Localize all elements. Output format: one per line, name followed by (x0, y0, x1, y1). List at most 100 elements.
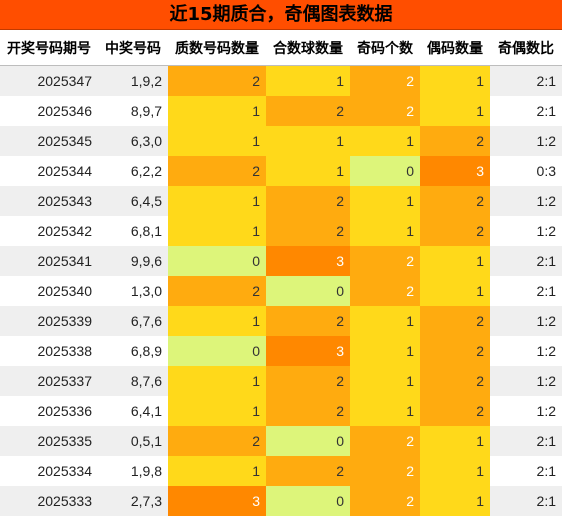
composite-count-cell: 2 (266, 216, 350, 246)
header-even-count: 偶码数量 (420, 30, 490, 66)
table-row: 2025341 9,9,6 0 3 2 1 2:1 (0, 246, 562, 276)
composite-count-cell: 2 (266, 396, 350, 426)
composite-count-cell: 0 (266, 276, 350, 306)
composite-count-cell: 3 (266, 246, 350, 276)
ratio-cell: 2:1 (490, 65, 562, 96)
odd-count-cell: 2 (350, 456, 420, 486)
numbers-cell: 1,9,2 (98, 65, 168, 96)
prime-count-cell: 1 (168, 306, 266, 336)
even-count-cell: 1 (420, 65, 490, 96)
ratio-cell: 1:2 (490, 336, 562, 366)
ratio-cell: 1:2 (490, 396, 562, 426)
composite-count-cell: 0 (266, 426, 350, 456)
ratio-cell: 0:3 (490, 156, 562, 186)
odd-count-cell: 1 (350, 336, 420, 366)
numbers-cell: 8,7,6 (98, 366, 168, 396)
table-row: 2025345 6,3,0 1 1 1 2 1:2 (0, 126, 562, 156)
prime-count-cell: 1 (168, 126, 266, 156)
table-row: 2025342 6,8,1 1 2 1 2 1:2 (0, 216, 562, 246)
ratio-cell: 2:1 (490, 426, 562, 456)
odd-count-cell: 2 (350, 96, 420, 126)
numbers-cell: 6,8,1 (98, 216, 168, 246)
ratio-cell: 2:1 (490, 456, 562, 486)
data-table: 开奖号码期号 中奖号码 质数号码数量 合数球数量 奇码个数 偶码数量 奇偶数比 … (0, 30, 562, 516)
composite-count-cell: 1 (266, 65, 350, 96)
odd-count-cell: 0 (350, 156, 420, 186)
header-numbers: 中奖号码 (98, 30, 168, 66)
issue-cell: 2025346 (0, 96, 98, 126)
ratio-cell: 1:2 (490, 366, 562, 396)
even-count-cell: 2 (420, 186, 490, 216)
composite-count-cell: 2 (266, 96, 350, 126)
even-count-cell: 1 (420, 426, 490, 456)
issue-cell: 2025347 (0, 65, 98, 96)
prime-count-cell: 1 (168, 186, 266, 216)
table-row: 2025347 1,9,2 2 1 2 1 2:1 (0, 65, 562, 96)
composite-count-cell: 0 (266, 486, 350, 516)
numbers-cell: 8,9,7 (98, 96, 168, 126)
ratio-cell: 1:2 (490, 216, 562, 246)
ratio-cell: 2:1 (490, 96, 562, 126)
numbers-cell: 6,7,6 (98, 306, 168, 336)
issue-cell: 2025344 (0, 156, 98, 186)
issue-cell: 2025340 (0, 276, 98, 306)
ratio-cell: 2:1 (490, 276, 562, 306)
even-count-cell: 1 (420, 246, 490, 276)
composite-count-cell: 2 (266, 306, 350, 336)
numbers-cell: 1,9,8 (98, 456, 168, 486)
odd-count-cell: 1 (350, 126, 420, 156)
prime-count-cell: 1 (168, 366, 266, 396)
numbers-cell: 0,5,1 (98, 426, 168, 456)
issue-cell: 2025337 (0, 366, 98, 396)
table-row: 2025335 0,5,1 2 0 2 1 2:1 (0, 426, 562, 456)
table-body: 2025347 1,9,2 2 1 2 1 2:1 2025346 8,9,7 1 2 2 1 2:1 20… (0, 65, 562, 516)
table-row: 2025334 1,9,8 1 2 2 1 2:1 (0, 456, 562, 486)
issue-cell: 2025338 (0, 336, 98, 366)
numbers-cell: 6,3,0 (98, 126, 168, 156)
table-row: 2025343 6,4,5 1 2 1 2 1:2 (0, 186, 562, 216)
even-count-cell: 1 (420, 276, 490, 306)
issue-cell: 2025333 (0, 486, 98, 516)
header-odd-count: 奇码个数 (350, 30, 420, 66)
issue-cell: 2025343 (0, 186, 98, 216)
odd-count-cell: 2 (350, 426, 420, 456)
ratio-cell: 2:1 (490, 246, 562, 276)
table-row: 2025336 6,4,1 1 2 1 2 1:2 (0, 396, 562, 426)
even-count-cell: 1 (420, 456, 490, 486)
header-odd-even-ratio: 奇偶数比 (490, 30, 562, 66)
header-row: 开奖号码期号 中奖号码 质数号码数量 合数球数量 奇码个数 偶码数量 奇偶数比 (0, 30, 562, 66)
ratio-cell: 2:1 (490, 486, 562, 516)
ratio-cell: 1:2 (490, 126, 562, 156)
numbers-cell: 6,2,2 (98, 156, 168, 186)
odd-count-cell: 2 (350, 65, 420, 96)
composite-count-cell: 1 (266, 126, 350, 156)
table-row: 2025339 6,7,6 1 2 1 2 1:2 (0, 306, 562, 336)
issue-cell: 2025342 (0, 216, 98, 246)
table-row: 2025346 8,9,7 1 2 2 1 2:1 (0, 96, 562, 126)
numbers-cell: 6,8,9 (98, 336, 168, 366)
numbers-cell: 9,9,6 (98, 246, 168, 276)
ratio-cell: 1:2 (490, 306, 562, 336)
odd-count-cell: 2 (350, 246, 420, 276)
numbers-cell: 6,4,1 (98, 396, 168, 426)
prime-count-cell: 0 (168, 246, 266, 276)
header-composite-count: 合数球数量 (266, 30, 350, 66)
header-issue: 开奖号码期号 (0, 30, 98, 66)
odd-count-cell: 1 (350, 186, 420, 216)
composite-count-cell: 2 (266, 186, 350, 216)
issue-cell: 2025341 (0, 246, 98, 276)
even-count-cell: 2 (420, 216, 490, 246)
odd-count-cell: 1 (350, 396, 420, 426)
prime-count-cell: 2 (168, 276, 266, 306)
composite-count-cell: 3 (266, 336, 350, 366)
table-row: 2025340 1,3,0 2 0 2 1 2:1 (0, 276, 562, 306)
prime-count-cell: 1 (168, 96, 266, 126)
issue-cell: 2025334 (0, 456, 98, 486)
header-prime-count: 质数号码数量 (168, 30, 266, 66)
table-row: 2025338 6,8,9 0 3 1 2 1:2 (0, 336, 562, 366)
issue-cell: 2025336 (0, 396, 98, 426)
prime-count-cell: 2 (168, 156, 266, 186)
even-count-cell: 2 (420, 126, 490, 156)
even-count-cell: 2 (420, 336, 490, 366)
